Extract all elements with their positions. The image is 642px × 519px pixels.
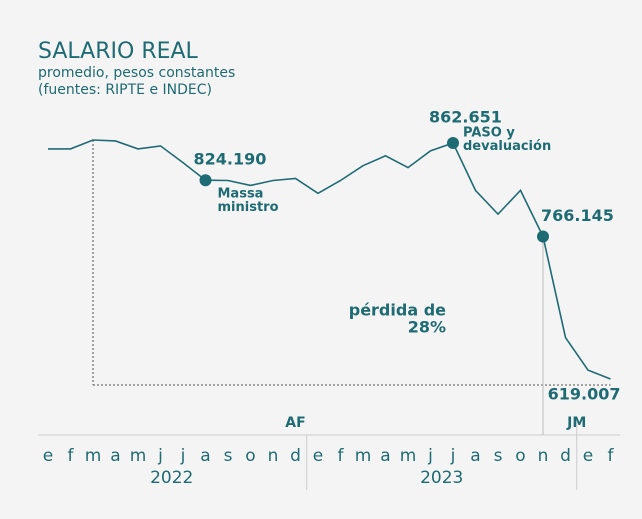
x-tick-label: a	[380, 446, 390, 466]
annotation: PASO y	[463, 126, 515, 141]
point	[537, 230, 549, 243]
annotation: pérdida de	[349, 301, 446, 320]
year-label: 2022	[150, 468, 193, 488]
point	[199, 174, 212, 187]
x-tick-label: a	[200, 446, 210, 466]
x-tick-label: a	[470, 446, 480, 466]
x-tick-label: o	[515, 446, 525, 466]
annotation: ministro	[218, 200, 279, 215]
x-tick-label: m	[400, 446, 417, 466]
year-label: 2023	[420, 468, 463, 488]
x-tick-label: a	[110, 446, 120, 466]
x-tick-label: f	[68, 446, 75, 466]
line	[48, 139, 611, 380]
period-label: AF	[285, 415, 305, 431]
data-label: 824.190	[194, 150, 267, 169]
x-tick-label: e	[313, 446, 323, 466]
subtitle: promedio, pesos constantes	[38, 65, 235, 81]
subtitle: (fuentes: RIPTE e INDEC)	[38, 82, 212, 98]
data-label: 862.651	[429, 107, 502, 126]
period-label: JM	[566, 415, 586, 431]
x-tick-label: j	[157, 446, 163, 466]
x-tick-label: o	[245, 446, 255, 466]
x-tick-label: e	[43, 446, 53, 466]
point	[447, 136, 459, 149]
x-tick-label: j	[450, 446, 456, 466]
x-tick-label: d	[290, 446, 301, 466]
chart-title: SALARIO REAL	[38, 39, 199, 64]
x-tick-label: s	[494, 446, 503, 466]
x-tick-label: f	[608, 446, 615, 466]
x-tick-label: n	[268, 446, 279, 466]
x-tick-label: j	[180, 446, 186, 466]
x-tick-label: d	[560, 446, 571, 466]
annotation: 28%	[408, 317, 446, 336]
x-tick-label: s	[224, 446, 233, 466]
data-label: 766.145	[541, 206, 614, 225]
annotation: Massa	[218, 187, 264, 202]
x-tick-label: n	[538, 446, 549, 466]
x-tick-label: m	[85, 446, 102, 466]
x-tick-label: m	[130, 446, 147, 466]
x-tick-label: f	[338, 446, 345, 466]
x-tick-label: j	[427, 446, 433, 466]
data-label: 619.007	[548, 385, 621, 404]
annotation: devaluación	[463, 139, 551, 154]
x-tick-label: m	[355, 446, 372, 466]
x-tick-label: e	[583, 446, 593, 466]
